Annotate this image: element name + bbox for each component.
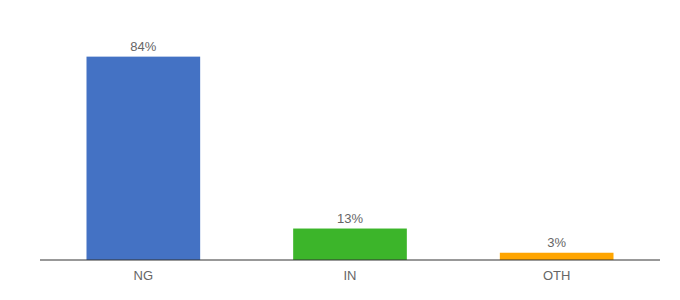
data-label: 84%: [130, 39, 156, 54]
bars: [87, 57, 614, 260]
data-label: 3%: [547, 235, 566, 250]
x-axis-line: [40, 260, 660, 261]
data-labels: 84% 13% 3%: [130, 39, 566, 250]
bar: [293, 229, 407, 260]
bar: [500, 253, 614, 260]
chart: 84% 13% 3% NG IN OTH: [0, 0, 680, 300]
chart-container: 84% 13% 3% NG IN OTH: [0, 0, 680, 300]
x-tick-label: IN: [344, 268, 357, 283]
x-axis: NG IN OTH: [40, 260, 660, 283]
data-label: 13%: [337, 211, 363, 226]
x-tick-label: OTH: [543, 268, 570, 283]
bar: [87, 57, 201, 260]
x-tick-label: NG: [134, 268, 154, 283]
